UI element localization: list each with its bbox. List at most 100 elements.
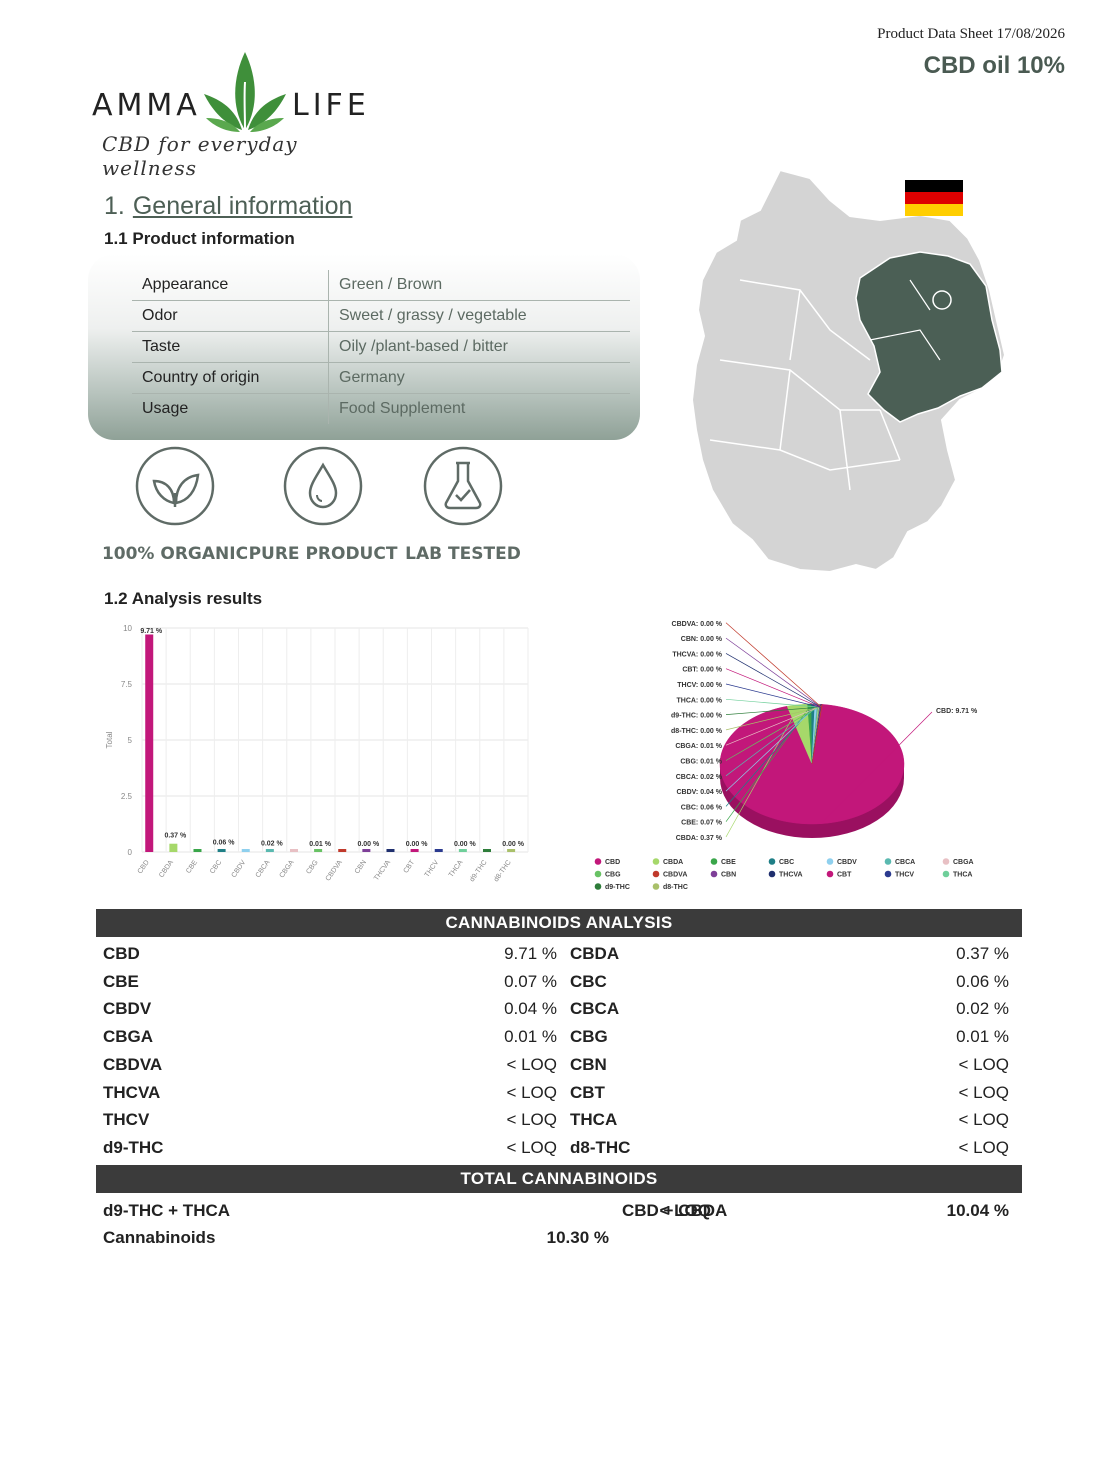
bar: [362, 849, 371, 852]
y-tick-label: 0: [128, 848, 133, 857]
cannabinoid-name: CBT: [570, 1082, 605, 1102]
bar: [145, 634, 154, 852]
totals-row: Cannabinoids 10.30 %: [103, 1228, 1009, 1255]
slice-label: d9-THC: 0.00 %: [671, 713, 723, 720]
table-row: CBE 0.07 % CBC 0.06 %: [103, 972, 1009, 999]
info-value: Green / Brown: [328, 270, 630, 301]
cannabinoids-analysis-header: CANNABINOIDS ANALYSIS: [96, 909, 1022, 937]
legend-swatch: [884, 870, 892, 878]
x-tick-label: d9-THC: [469, 859, 489, 883]
x-tick-label: THCV: [424, 859, 441, 879]
cbd-total-value: 10.04 %: [946, 1201, 1009, 1220]
pie-slice: [811, 704, 823, 765]
data-label: 9.71 %: [140, 628, 163, 635]
leaf-logo-icon: [204, 52, 286, 132]
cannabinoid-name: CBCA: [570, 999, 620, 1019]
cannabinoid-value: < LOQ: [506, 1082, 557, 1102]
badge-pure: PURE PRODUCT: [248, 445, 398, 564]
legend-swatch: [594, 883, 602, 890]
data-label: 0.37 %: [164, 833, 187, 840]
x-tick-label: d8-THC: [493, 859, 513, 883]
slice-label: CBT: 0.00 %: [682, 667, 722, 674]
slice-label: CBCA: 0.02 %: [676, 774, 723, 781]
badge-label: 100% ORGANIC: [101, 544, 249, 564]
bar: [410, 849, 419, 852]
slice-label: CBG: 0.01 %: [680, 759, 722, 766]
bar: [458, 849, 467, 852]
badge-label: PURE PRODUCT: [248, 544, 398, 564]
data-label: 0.02 %: [261, 841, 284, 848]
datasheet-date: Product Data Sheet 17/08/2026: [877, 26, 1065, 42]
thc-total-value: < LOQ: [659, 1201, 711, 1220]
bar: [434, 849, 443, 852]
cannabinoid-bar-chart: 0 2.5 5 7.5 10 Total CBD CBDA CBE CBC CBDV CBCA CBGA…: [105, 624, 529, 883]
highlighted-region: [855, 251, 1003, 423]
cannabinoid-name: CBG: [570, 1027, 608, 1047]
slice-label: CBDA: 0.37 %: [676, 835, 723, 842]
x-tick-label: CBE: [185, 859, 199, 875]
leader-line: [725, 706, 819, 746]
cannabinoid-value: < LOQ: [958, 1054, 1009, 1074]
x-tick-label: CBT: [402, 859, 416, 875]
legend-swatch: [594, 858, 602, 865]
cannabinoid-value: < LOQ: [506, 1137, 557, 1157]
x-tick-label: CBD: [137, 859, 151, 875]
bar: [482, 849, 491, 852]
badge-organic: 100% ORGANIC: [100, 445, 250, 564]
x-tick-label: CBC: [209, 859, 223, 875]
legend-swatch: [710, 858, 718, 865]
legend-label: THCV: [895, 872, 914, 879]
legend-label: CBN: [721, 872, 736, 879]
bar: [241, 849, 250, 852]
legend-label: CBT: [837, 872, 852, 879]
cannabinoid-value: 0.37 %: [956, 944, 1009, 963]
cannabinoid-name: CBDV: [103, 999, 152, 1019]
legend-swatch: [826, 858, 834, 865]
slice-label: d8-THC: 0.00 %: [671, 728, 723, 735]
slice-label: THCA: 0.00 %: [676, 697, 722, 704]
section-number: 1.: [104, 192, 125, 220]
cannabinoid-value: 0.04 %: [504, 999, 557, 1019]
thc-total-label: d9-THC + THCA: [103, 1201, 231, 1220]
data-label: 0.00 %: [406, 841, 429, 848]
leader-line: [725, 698, 820, 708]
leader-line: [725, 706, 817, 792]
legend-swatch: [594, 870, 602, 878]
cannabinoid-name: CBGA: [103, 1027, 154, 1047]
brand-name-left: AMMA: [92, 88, 201, 123]
leader-line: [725, 706, 818, 777]
x-tick-label: THCVA: [373, 859, 392, 882]
legend-swatch: [826, 870, 834, 878]
product-information-table: Appearance Green / Brown Odor Sweet / gras…: [88, 254, 640, 440]
bar: [338, 849, 347, 852]
cannabinoid-name: THCV: [103, 1110, 150, 1130]
table-row: THCVA < LOQ CBT < LOQ: [103, 1083, 1009, 1110]
brand-logo: AMMA LIFE CBD for everyday wellness: [92, 50, 392, 180]
bar: [217, 849, 226, 852]
slice-label: THCVA: 0.00 %: [672, 651, 722, 658]
legend-label: CBDVA: [663, 872, 687, 879]
slice-label: CBN: 0.00 %: [681, 636, 723, 643]
leader-line: [725, 706, 819, 761]
flag-icon: [905, 180, 963, 192]
info-key: Country of origin: [132, 362, 329, 394]
badge-lab-tested: LAB TESTED: [388, 445, 538, 564]
legend-swatch: [884, 858, 892, 865]
cannabinoids-total-value: 10.30 %: [546, 1228, 609, 1247]
x-tick-label: CBGA: [279, 859, 296, 880]
cannabinoid-value: 0.01 %: [956, 1027, 1009, 1047]
table-row: Taste Oily /plant-based / bitter: [132, 331, 630, 363]
bar: [507, 849, 516, 852]
table-row: CBDV 0.04 % CBCA 0.02 %: [103, 999, 1009, 1026]
bar: [386, 849, 395, 852]
brand-tagline: CBD for everyday wellness: [102, 132, 298, 180]
legend-swatch: [942, 870, 950, 878]
cannabinoid-value: 0.06 %: [956, 971, 1009, 991]
legend-label: CBC: [779, 859, 794, 866]
cannabinoid-name: CBE: [103, 971, 139, 991]
analysis-results-heading: 1.2 Analysis results: [104, 589, 263, 608]
legend-label: d8-THC: [663, 884, 688, 891]
data-label: 0.00 %: [502, 841, 525, 848]
x-tick-label: CBN: [354, 859, 368, 875]
cannabinoid-name: CBDVA: [103, 1054, 163, 1074]
